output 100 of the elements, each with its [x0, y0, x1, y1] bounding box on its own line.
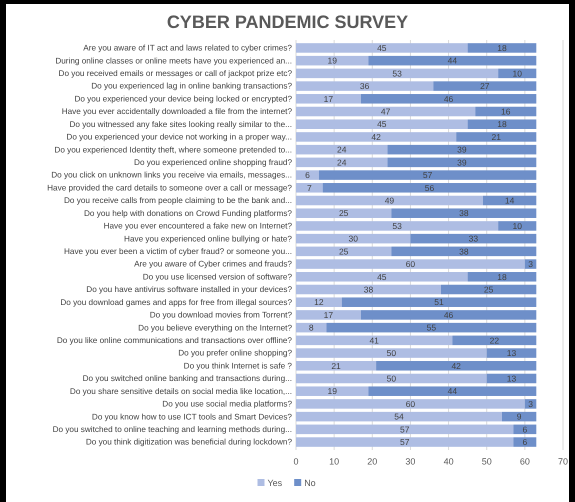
data-label: 8 [308, 322, 314, 333]
y-tick-label: Have you experienced online bullying or hate? [124, 234, 292, 244]
data-label: 46 [444, 94, 454, 104]
data-label: 27 [480, 81, 490, 92]
data-label: 53 [392, 220, 402, 231]
data-label: 14 [504, 195, 515, 206]
data-label: 33 [468, 234, 478, 244]
bar [322, 183, 536, 193]
bar [475, 106, 536, 116]
data-label: 17 [324, 310, 334, 320]
data-label: 57 [400, 437, 410, 448]
bar [296, 106, 476, 116]
data-label: 24 [337, 157, 347, 168]
bar [296, 336, 452, 346]
bar [486, 348, 536, 358]
y-tick-label: Do you use social media platforms? [162, 400, 292, 409]
bar [502, 412, 536, 422]
bar [456, 132, 536, 142]
data-label: 44 [448, 386, 458, 396]
data-label: 18 [497, 119, 507, 130]
data-label: 50 [386, 348, 396, 358]
bar [296, 94, 361, 104]
data-label: 25 [338, 208, 349, 218]
y-tick-label: Do you prefer online shopping? [178, 348, 292, 358]
data-label: 49 [384, 195, 394, 206]
bar [296, 412, 502, 422]
bar [296, 361, 376, 371]
data-label: 6 [522, 424, 528, 434]
data-label: 3 [528, 259, 534, 270]
bar [391, 208, 536, 218]
bar [296, 310, 361, 320]
bar [296, 424, 514, 434]
data-label: 24 [337, 144, 347, 155]
data-label: 39 [457, 157, 467, 168]
bar [410, 234, 536, 244]
bar [360, 310, 536, 320]
x-tick-label: 30 [405, 456, 416, 466]
y-tick-label: Do you think Internet is safe ? [184, 361, 292, 370]
y-tick-label: Do you have antivirus software installed in your devices? [86, 285, 292, 294]
bar [368, 386, 536, 396]
data-label: 42 [371, 132, 382, 142]
data-label: 12 [314, 297, 324, 308]
x-tick-label: 70 [558, 456, 568, 466]
y-tick-label: Do you download games and apps for free from illegal sources? [60, 298, 292, 307]
y-tick-label: Do you download movies from Torrent? [150, 310, 292, 320]
bar [296, 221, 498, 231]
data-label: 51 [434, 297, 444, 308]
data-label: 60 [406, 398, 416, 409]
data-label: 55 [426, 322, 436, 333]
y-tick-label: Do you help with donations on Crowd Funding platforms? [84, 208, 292, 218]
data-label: 21 [331, 360, 342, 371]
data-label: 45 [377, 119, 387, 130]
y-tick-label: Have you ever encountered a fake new on Internet? [104, 222, 292, 231]
bar [388, 144, 536, 154]
y-tick-label: Do you share sensitive details on social media like location,... [70, 386, 292, 396]
x-tick-label: 0 [293, 456, 299, 466]
bar [452, 336, 536, 346]
data-label: 45 [377, 42, 387, 53]
y-tick-label: Do you experienced online shopping fraud? [134, 158, 292, 167]
bar [296, 234, 410, 244]
y-tick-label: Do you experienced your device not working in a proper way... [66, 132, 292, 142]
y-tick-label: Do you know how to use ICT tools and Smart Devices? [92, 412, 292, 422]
y-tick-label: Do you like online communications and transactions over offline? [56, 336, 292, 345]
bar [468, 119, 536, 129]
data-label: 18 [497, 42, 507, 53]
data-label: 30 [348, 234, 358, 244]
data-label: 9 [516, 412, 522, 422]
bar [296, 144, 388, 154]
bar [296, 272, 468, 282]
x-tick-label: 20 [367, 456, 378, 466]
y-tick-label: Do you think digitization was beneficial during lockdown? [86, 438, 292, 447]
bar [360, 94, 536, 104]
y-tick-label: Are you aware of IT act and laws related to cyber crimes? [83, 44, 292, 53]
data-label: 19 [328, 386, 338, 396]
data-label: 57 [400, 424, 410, 434]
bar [482, 196, 536, 206]
y-tick-label: Do you believe everything on the Internet? [138, 323, 292, 332]
bar [296, 81, 434, 91]
data-label: 41 [369, 335, 380, 346]
data-label: 46 [444, 310, 454, 320]
bar [296, 284, 441, 294]
data-label: 38 [459, 246, 469, 256]
y-tick-label: Do you switched to online teaching and learning methods during... [52, 424, 292, 434]
data-label: 38 [459, 208, 469, 218]
bar [391, 246, 536, 256]
bar [296, 399, 525, 409]
bar [296, 386, 368, 396]
data-label: 18 [497, 272, 507, 282]
y-tick-label: Have provided the card details to someone over a call or message? [47, 183, 292, 192]
bar [376, 361, 536, 371]
bar [513, 437, 536, 447]
bar [296, 170, 319, 180]
bar [296, 437, 514, 447]
bar [296, 56, 368, 66]
bar [486, 374, 536, 384]
y-tick-label: Do you witnessed any fake sites looking really similar to the... [69, 120, 292, 129]
bar [296, 158, 388, 168]
data-label: 60 [406, 259, 416, 270]
data-label: 13 [506, 373, 516, 384]
bar [342, 297, 536, 307]
